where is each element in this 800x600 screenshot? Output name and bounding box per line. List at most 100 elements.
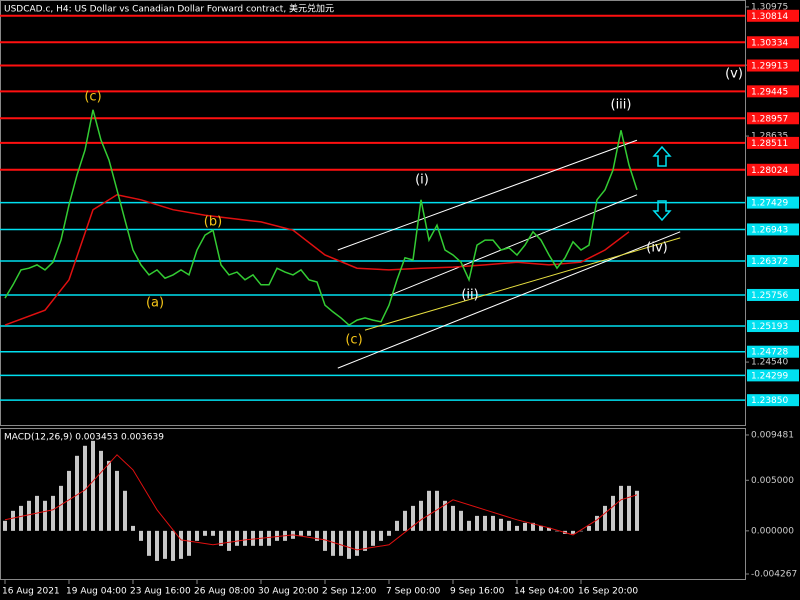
y-tick-label: 0.000000 <box>751 526 794 536</box>
trend-line <box>389 194 638 296</box>
level-label-box <box>747 288 799 301</box>
macd-bar <box>483 515 487 531</box>
price-line <box>4 109 638 327</box>
x-tick-label: 19 Aug 04:00 <box>66 587 127 597</box>
level-label: 1.25193 <box>751 322 788 332</box>
macd-bar <box>195 530 199 541</box>
x-tick-label: 2 Sep 12:00 <box>322 587 377 597</box>
macd-bar <box>467 520 471 531</box>
level-label-box <box>747 254 799 267</box>
macd-bar <box>507 520 511 531</box>
macd-bar <box>243 530 247 546</box>
macd-bar <box>19 505 23 531</box>
macd-bar <box>115 470 119 531</box>
macd-bar <box>459 510 463 531</box>
macd-bar <box>107 460 111 531</box>
macd-bar <box>83 445 87 531</box>
macd-bar <box>3 520 7 531</box>
macd-bar <box>331 530 335 556</box>
level-label-box <box>747 345 799 358</box>
level-label: 1.29445 <box>751 87 788 97</box>
macd-bar <box>171 530 175 561</box>
level-label-box <box>747 196 799 209</box>
signal-line <box>4 454 638 551</box>
level-label: 1.26372 <box>751 257 788 267</box>
macd-bar <box>123 490 127 531</box>
macd-bar <box>395 520 399 531</box>
level-label-box <box>747 223 799 236</box>
macd-bar <box>419 500 423 531</box>
macd-bar <box>75 455 79 531</box>
macd-bar <box>499 518 503 531</box>
macd-bar <box>627 485 631 531</box>
wave-label: (c) <box>345 333 362 348</box>
macd-bar <box>579 530 583 532</box>
wave-label: (b) <box>204 215 222 230</box>
macd-bar <box>387 530 391 536</box>
macd-bar <box>635 490 639 531</box>
level-label: 1.29913 <box>751 62 788 72</box>
trend-line <box>364 237 681 331</box>
y-tick-label: 1.24540 <box>751 358 788 368</box>
macd-bar <box>315 530 319 541</box>
macd-bar <box>131 525 135 531</box>
wave-label: (iv) <box>646 241 667 256</box>
macd-bar <box>307 530 311 536</box>
y-tick-label: -0.004267 <box>751 570 797 580</box>
macd-bar <box>235 530 239 546</box>
macd-bar <box>155 530 159 561</box>
y-tick-label: 0.009481 <box>751 430 794 440</box>
macd-bar <box>323 530 327 551</box>
macd-bar <box>403 510 407 531</box>
level-label-box <box>747 136 799 149</box>
level-label-box <box>747 85 799 98</box>
macd-bar <box>443 500 447 531</box>
macd-bar <box>523 522 527 531</box>
level-label: 1.24728 <box>751 348 788 358</box>
macd-bar <box>603 505 607 531</box>
macd-bar <box>379 530 383 541</box>
macd-bar <box>355 530 359 556</box>
x-tick-label: 9 Sep 16:00 <box>450 587 505 597</box>
level-label: 1.24299 <box>751 371 788 381</box>
macd-bar <box>147 530 151 556</box>
macd-bar <box>219 530 223 546</box>
macd-bar <box>451 505 455 531</box>
level-label: 1.28957 <box>751 114 788 124</box>
y-tick-label: 1.28635 <box>751 132 788 142</box>
level-label: 1.25756 <box>751 291 788 301</box>
x-tick-label: 23 Aug 16:00 <box>130 587 191 597</box>
level-label-box <box>747 369 799 382</box>
wave-label: (i) <box>415 173 429 188</box>
macd-bar <box>547 527 551 531</box>
x-tick-label: 30 Aug 20:00 <box>258 587 319 597</box>
main-pane-frame <box>0 0 746 426</box>
macd-bar <box>43 500 47 531</box>
level-label-box <box>747 163 799 176</box>
macd-bar <box>203 530 207 536</box>
wave-label: (ii) <box>461 288 478 303</box>
macd-bar <box>587 525 591 531</box>
macd-bar <box>539 525 543 531</box>
macd-pane-frame <box>0 428 746 580</box>
macd-bar <box>611 495 615 531</box>
macd-bar <box>491 515 495 531</box>
x-tick-label: 16 Sep 20:00 <box>578 587 638 597</box>
level-label: 1.30334 <box>751 38 788 48</box>
macd-bar <box>179 530 183 559</box>
x-tick-label: 16 Aug 2021 <box>2 587 60 597</box>
macd-bar <box>555 530 559 532</box>
up-arrow <box>652 145 672 167</box>
macd-bar <box>435 490 439 531</box>
level-label: 1.28511 <box>751 139 788 149</box>
level-label: 1.26943 <box>751 225 788 235</box>
level-label: 1.23850 <box>751 396 788 406</box>
macd-bar <box>99 450 103 531</box>
macd-bar <box>371 530 375 546</box>
macd-bar <box>251 530 255 546</box>
macd-bar <box>475 515 479 531</box>
level-label-box <box>747 320 799 333</box>
macd-bar <box>363 530 367 551</box>
macd-bar <box>427 490 431 531</box>
y-tick-label: 1.30975 <box>751 2 788 12</box>
